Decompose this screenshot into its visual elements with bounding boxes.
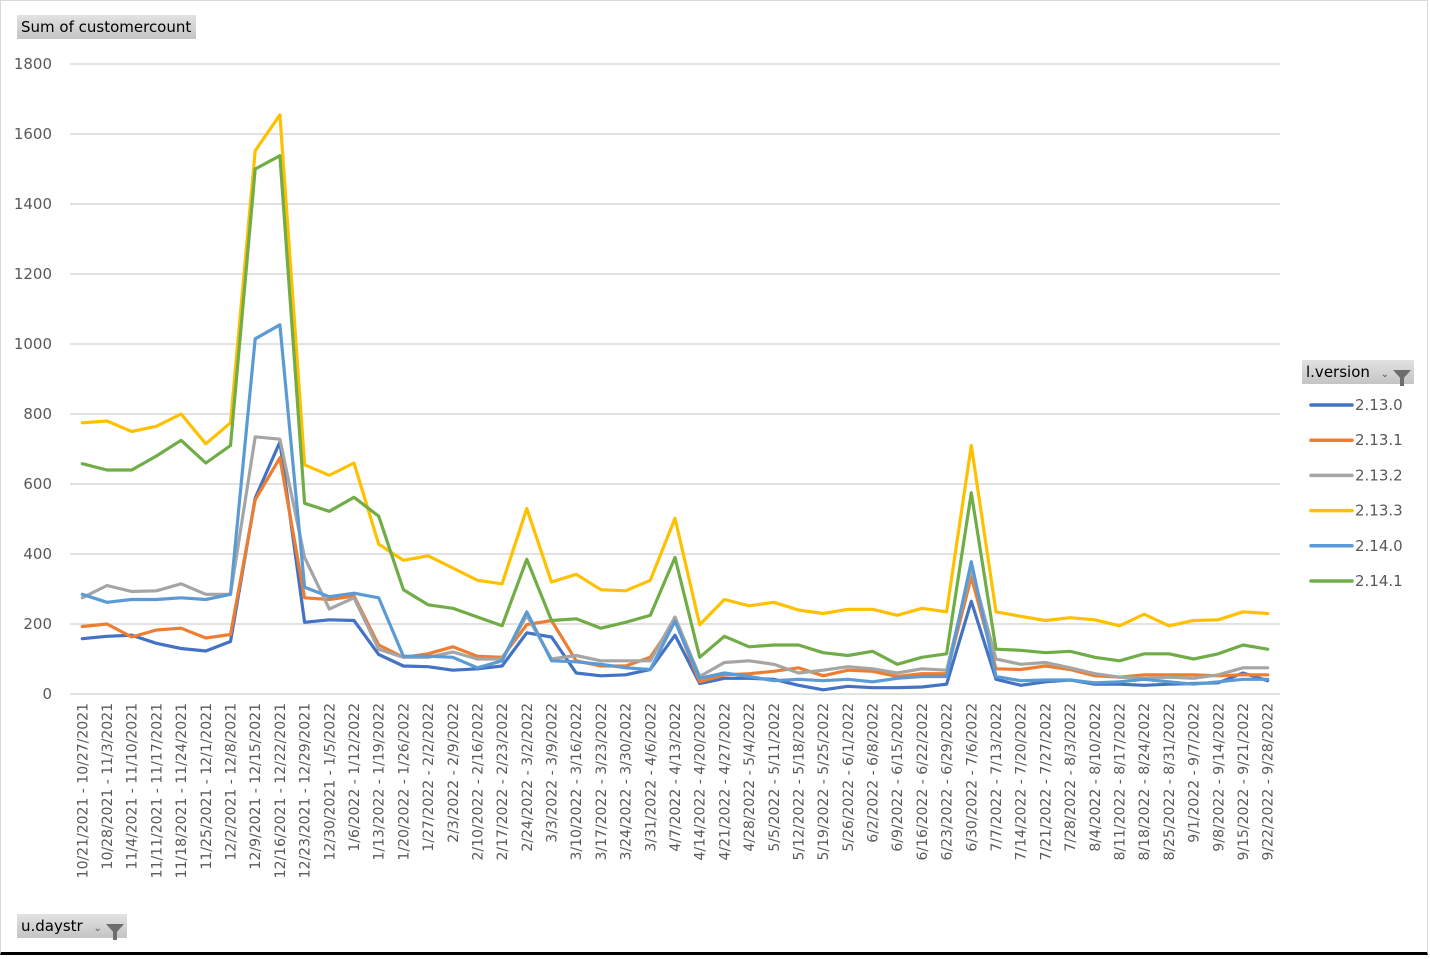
x-tick-label: 3/10/2022 - 3/16/2022 [569,703,585,861]
x-tick-label: 10/21/2021 - 10/27/2021 [75,703,91,878]
legend-item-2.13.2[interactable]: 2.13.2 [1309,466,1403,484]
x-tick-label: 11/11/2021 - 11/17/2021 [149,703,165,878]
series-line-2.13.3[interactable] [80,113,1270,628]
x-tick-label: 7/28/2022 - 8/3/2022 [1063,703,1079,852]
funnel-icon[interactable] [1393,370,1412,386]
legend-item-2.14.1[interactable]: 2.14.1 [1309,572,1403,590]
x-tick-label: 12/9/2021 - 12/15/2021 [248,703,264,869]
x-tick-label: 2/3/2022 - 2/9/2022 [446,703,462,843]
x-tick-label: 3/17/2022 - 3/23/2022 [594,703,610,861]
legend-label: 2.13.2 [1355,466,1403,484]
legend-field-button[interactable]: l.version ⌄ [1302,360,1414,386]
values-field-button[interactable]: Sum of customercount [17,15,196,39]
y-tick-label: 400 [23,545,52,563]
x-tick-label: 9/8/2022 - 9/14/2022 [1211,703,1227,852]
x-tick-label: 12/16/2021 - 12/22/2021 [273,703,289,878]
x-tick-label: 9/1/2022 - 9/7/2022 [1187,703,1203,843]
y-tick-label: 800 [23,405,52,423]
legend-label: 2.14.1 [1355,572,1403,590]
x-tick-label: 2/24/2022 - 3/2/2022 [520,703,536,852]
x-tick-label: 9/15/2022 - 9/21/2022 [1236,703,1252,861]
x-tick-label: 11/4/2021 - 11/10/2021 [125,703,141,869]
x-tick-label: 5/19/2022 - 5/25/2022 [816,703,832,861]
x-tick-label: 8/18/2022 - 8/24/2022 [1137,703,1153,861]
axis-field-button[interactable]: u.daystr ⌄ [17,914,127,940]
series-line-2.13.0[interactable] [80,440,1270,692]
x-tick-label: 7/14/2022 - 7/20/2022 [1014,703,1030,861]
x-tick-label: 1/27/2022 - 2/2/2022 [421,703,437,852]
legend-item-2.13.0[interactable]: 2.13.0 [1309,396,1403,414]
x-tick-label: 6/16/2022 - 6/22/2022 [915,703,931,861]
x-tick-label: 1/6/2022 - 1/12/2022 [347,703,363,852]
legend-label: 2.13.3 [1355,502,1403,520]
x-tick-label: 9/22/2022 - 9/28/2022 [1261,703,1277,861]
x-tick-label: 3/31/2022 - 4/6/2022 [643,703,659,852]
x-tick-label: 12/2/2021 - 12/8/2021 [224,703,240,861]
x-tick-label: 4/21/2022 - 4/27/2022 [717,703,733,861]
x-tick-label: 1/20/2022 - 1/26/2022 [396,703,412,861]
dropdown-arrow-icon[interactable]: ⌄ [1380,369,1390,380]
dropdown-arrow-icon[interactable]: ⌄ [93,923,102,934]
x-tick-label: 5/5/2022 - 5/11/2022 [767,703,783,852]
series-line-2.13.2[interactable] [80,435,1270,680]
y-tick-label: 200 [23,615,52,633]
x-tick-label: 4/28/2022 - 5/4/2022 [742,703,758,852]
x-tick-label: 6/2/2022 - 6/8/2022 [866,703,882,843]
legend-item-2.13.1[interactable]: 2.13.1 [1309,431,1403,449]
x-tick-label: 11/18/2021 - 11/24/2021 [174,703,190,878]
x-tick-label: 4/7/2022 - 4/13/2022 [668,703,684,852]
y-axis: 0 200 400 600 800 1000 1200 1400 1600 1800 [14,55,52,703]
x-tick-label: 3/24/2022 - 3/30/2022 [619,703,635,861]
y-tick-label: 1800 [14,55,52,73]
x-tick-label: 8/4/2022 - 8/10/2022 [1088,703,1104,852]
x-tick-label: 11/25/2021 - 12/1/2021 [199,703,215,869]
x-axis: 10/21/2021 - 10/27/2021 10/28/2021 - 11/3… [75,703,1276,878]
x-tick-label: 6/30/2022 - 7/6/2022 [964,703,980,852]
legend-item-2.14.0[interactable]: 2.14.0 [1309,537,1403,555]
y-tick-label: 600 [23,475,52,493]
x-tick-label: 5/12/2022 - 5/18/2022 [791,703,807,861]
values-field-label: Sum of customercount [21,18,192,36]
x-tick-label: 2/10/2022 - 2/16/2022 [470,703,486,861]
legend-field-label: l.version [1306,363,1370,381]
y-tick-label: 1600 [14,125,52,143]
y-tick-label: 1400 [14,195,52,213]
y-tick-label: 1200 [14,265,52,283]
legend-item-2.13.3[interactable]: 2.13.3 [1309,502,1403,520]
y-tick-label: 1000 [14,335,52,353]
x-tick-label: 8/11/2022 - 8/17/2022 [1112,703,1128,861]
series-line-2.14.1[interactable] [80,154,1270,666]
axis-field-label: u.daystr [21,917,83,935]
series-lines [80,113,1270,692]
x-tick-label: 6/23/2022 - 6/29/2022 [940,703,956,861]
legend-label: 2.13.0 [1355,396,1403,414]
x-tick-label: 2/17/2022 - 2/23/2022 [495,703,511,861]
x-tick-label: 4/14/2022 - 4/20/2022 [693,703,709,861]
x-tick-label: 3/3/2022 - 3/9/2022 [545,703,561,843]
x-tick-label: 12/23/2021 - 12/29/2021 [298,703,314,878]
x-tick-label: 8/25/2022 - 8/31/2022 [1162,703,1178,861]
x-tick-label: 5/26/2022 - 6/1/2022 [841,703,857,852]
x-tick-label: 1/13/2022 - 1/19/2022 [372,703,388,861]
legend-label: 2.13.1 [1355,431,1403,449]
x-tick-label: 10/28/2021 - 11/3/2021 [100,703,116,869]
series-line-2.14.0[interactable] [80,323,1270,686]
funnel-icon[interactable] [105,924,124,940]
legend-label: 2.14.0 [1355,537,1403,555]
series-line-2.13.1[interactable] [80,456,1270,684]
x-tick-label: 12/30/2021 - 1/5/2022 [322,703,338,861]
x-tick-label: 7/7/2022 - 7/13/2022 [989,703,1005,852]
legend: 2.13.0 2.13.1 2.13.2 2.13.3 2.14.0 2.14.1 [1309,396,1403,590]
y-tick-label: 0 [42,685,52,703]
x-tick-label: 6/9/2022 - 6/15/2022 [890,703,906,852]
x-tick-label: 7/21/2022 - 7/27/2022 [1038,703,1054,861]
gridlines [70,63,1280,695]
